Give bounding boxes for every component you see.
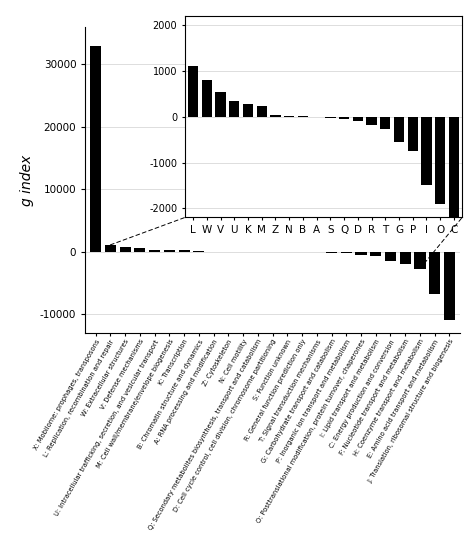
Bar	[134, 248, 146, 252]
Bar	[188, 67, 198, 117]
Bar	[229, 101, 239, 117]
Bar	[325, 117, 336, 118]
Bar	[394, 117, 404, 142]
Bar	[385, 252, 396, 261]
Bar	[356, 252, 366, 255]
Bar	[105, 245, 116, 252]
Bar	[179, 250, 190, 252]
Bar	[256, 106, 267, 117]
Bar	[201, 80, 212, 117]
Bar	[90, 46, 101, 252]
Bar	[119, 246, 131, 252]
Bar	[339, 117, 349, 119]
Bar	[429, 252, 440, 294]
Bar	[414, 252, 426, 268]
Bar	[435, 117, 446, 204]
Bar	[421, 117, 432, 185]
Bar	[284, 116, 294, 117]
Bar	[449, 117, 459, 241]
Bar	[400, 252, 411, 264]
Bar	[326, 252, 337, 253]
Bar	[353, 117, 363, 121]
Bar	[243, 104, 253, 117]
Bar	[164, 250, 175, 252]
Bar	[444, 252, 455, 321]
Y-axis label: g index: g index	[20, 154, 34, 206]
Bar	[366, 117, 377, 125]
Bar	[149, 250, 160, 252]
Bar	[270, 115, 281, 117]
Bar	[380, 117, 391, 129]
Bar	[341, 252, 352, 253]
Bar	[408, 117, 418, 151]
Bar	[370, 252, 381, 256]
Bar	[215, 92, 226, 117]
